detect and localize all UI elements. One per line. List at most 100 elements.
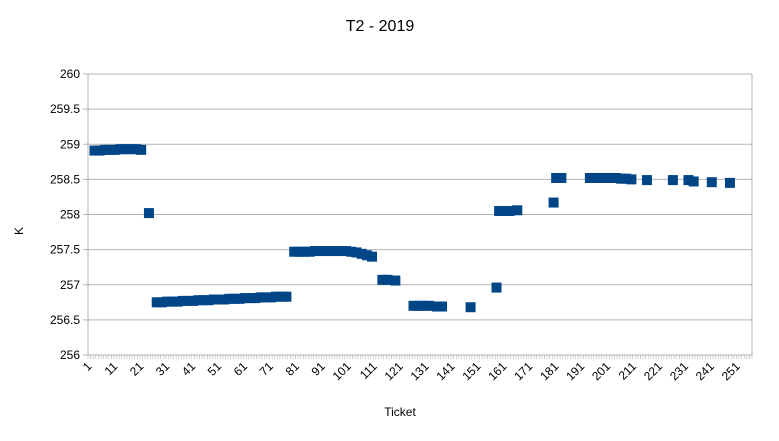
y-tick-label: 258	[60, 208, 80, 222]
data-point	[276, 291, 287, 302]
data-point	[605, 172, 616, 183]
data-point	[167, 296, 178, 307]
gridlines	[87, 73, 753, 356]
data-point	[616, 173, 627, 184]
data-point	[245, 293, 256, 304]
data-point	[115, 144, 126, 155]
data-point	[224, 293, 235, 304]
data-point	[271, 291, 282, 302]
data-point	[504, 205, 515, 216]
data-point	[600, 172, 611, 183]
x-tick-label: 181	[537, 359, 561, 383]
data-point	[335, 246, 346, 257]
data-point	[188, 295, 199, 306]
x-tick-label: 11	[102, 359, 121, 378]
data-point	[465, 302, 476, 313]
data-point	[239, 293, 250, 304]
x-tick-label: 61	[231, 359, 251, 379]
data-point	[367, 251, 378, 262]
data-point	[499, 205, 510, 216]
data-point	[491, 282, 502, 293]
data-point	[255, 292, 266, 303]
data-point	[361, 250, 372, 261]
y-tick-label: 257.5	[50, 243, 80, 257]
data-point	[408, 300, 419, 311]
data-point	[156, 297, 167, 308]
data-point	[219, 294, 230, 305]
data-point	[610, 172, 621, 183]
data-point	[551, 172, 562, 183]
data-point	[94, 145, 105, 156]
data-point	[494, 205, 505, 216]
x-tick-label: 201	[589, 359, 613, 383]
x-tick-label: 111	[357, 359, 380, 382]
data-point	[512, 205, 523, 216]
data-point	[706, 177, 717, 188]
data-point	[556, 172, 567, 183]
data-point	[309, 246, 320, 257]
x-axis-ticks: 1 11 21 31 41 51 61 71 81 91 101 111 121 131 141 151 161…	[80, 355, 753, 383]
x-tick-label: 211	[616, 359, 640, 383]
data-point	[265, 292, 276, 303]
x-tick-label: 161	[485, 359, 509, 383]
x-tick-label: 191	[563, 359, 587, 383]
y-tick-label: 257	[60, 278, 80, 292]
data-point	[390, 275, 401, 286]
data-point	[382, 274, 393, 285]
data-point	[105, 144, 116, 155]
data-point	[667, 175, 678, 186]
data-point	[377, 274, 388, 285]
data-point	[413, 300, 424, 311]
x-tick-label: 51	[205, 359, 225, 379]
data-point	[143, 208, 154, 219]
data-point	[203, 295, 214, 306]
data-point	[234, 293, 245, 304]
data-point	[260, 292, 271, 303]
x-tick-label: 1	[80, 359, 95, 374]
x-tick-label: 101	[330, 359, 354, 383]
data-point	[289, 246, 300, 257]
data-point	[351, 247, 362, 258]
x-tick-label: 131	[408, 359, 432, 383]
y-axis-ticks: 256 256.5 257 257.5 258 258.5 259 259.5 260	[50, 67, 88, 362]
x-tick-label: 31	[153, 359, 173, 379]
data-point	[198, 295, 209, 306]
data-point	[193, 295, 204, 306]
data-point	[346, 246, 357, 257]
data-point	[641, 175, 652, 186]
data-point	[320, 246, 331, 257]
data-point	[418, 300, 429, 311]
y-tick-label: 260	[60, 67, 80, 81]
y-tick-label: 256.5	[50, 313, 80, 327]
data-point	[172, 296, 183, 307]
data-point	[304, 246, 315, 257]
data-point	[120, 144, 131, 155]
data-point	[341, 246, 352, 257]
x-tick-label: 151	[459, 359, 483, 383]
data-point	[229, 293, 240, 304]
x-tick-label: 41	[179, 359, 199, 379]
data-point	[548, 197, 559, 208]
x-tick-label: 81	[283, 359, 303, 379]
x-tick-label: 241	[693, 359, 717, 383]
x-tick-label: 21	[127, 359, 147, 379]
data-point	[136, 144, 147, 155]
data-point	[595, 172, 606, 183]
data-point	[110, 144, 121, 155]
y-tick-label: 258.5	[50, 172, 80, 186]
x-tick-label: 141	[433, 359, 457, 383]
data-points	[89, 144, 735, 313]
data-point	[299, 246, 310, 257]
x-axis-label: Ticket	[384, 405, 416, 419]
data-point	[182, 295, 193, 306]
data-point	[431, 301, 442, 312]
data-point	[250, 293, 261, 304]
data-point	[99, 144, 110, 155]
x-tick-label: 171	[511, 359, 535, 383]
data-point	[315, 246, 326, 257]
data-point	[584, 172, 595, 183]
data-point	[208, 294, 219, 305]
data-point	[89, 145, 100, 156]
y-axis-label: K	[12, 227, 26, 235]
